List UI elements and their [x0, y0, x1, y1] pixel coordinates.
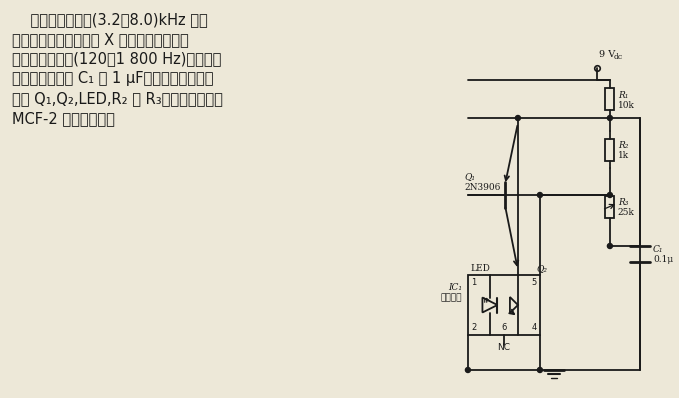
- Text: dc: dc: [614, 53, 623, 61]
- Text: R₂: R₂: [618, 141, 628, 150]
- Text: IC₁: IC₁: [448, 283, 462, 292]
- Circle shape: [515, 115, 520, 121]
- Bar: [606, 88, 614, 110]
- Text: 光隔离器: 光隔离器: [441, 293, 462, 302]
- Text: C₁: C₁: [653, 246, 663, 254]
- Bar: [468, 275, 540, 335]
- Circle shape: [608, 244, 612, 248]
- Text: 6: 6: [501, 323, 507, 332]
- Text: Q₁: Q₁: [465, 172, 476, 181]
- Text: LED: LED: [471, 264, 491, 273]
- Text: 9 V: 9 V: [599, 50, 615, 59]
- Text: 0.1μ: 0.1μ: [653, 256, 673, 265]
- Text: NC: NC: [498, 343, 511, 352]
- Circle shape: [537, 367, 543, 373]
- Text: 5: 5: [532, 278, 537, 287]
- Text: 本电路可以覆盖(3.2～8.0)kHz 的频
率范围。可激励插接在 X 点的扬声器。为了
得到较低的频率(120～1 800 Hz)和较大的
声音，需要改变 C: 本电路可以覆盖(3.2～8.0)kHz 的频 率范围。可激励插接在 X 点的扬声…: [12, 12, 223, 126]
- Text: 25k: 25k: [618, 208, 635, 217]
- Text: R₁: R₁: [618, 90, 628, 100]
- Circle shape: [608, 193, 612, 197]
- Circle shape: [608, 115, 612, 121]
- Circle shape: [537, 193, 543, 197]
- Text: R₃: R₃: [618, 198, 628, 207]
- Bar: [606, 139, 614, 160]
- Circle shape: [465, 367, 471, 373]
- Text: Q₂: Q₂: [537, 264, 548, 273]
- Text: 2: 2: [471, 323, 476, 332]
- Bar: [606, 195, 614, 217]
- Text: 1: 1: [471, 278, 476, 287]
- Text: 4: 4: [532, 323, 537, 332]
- Text: 2N3906: 2N3906: [465, 183, 501, 193]
- Text: 1k: 1k: [618, 151, 629, 160]
- Text: 10k: 10k: [618, 101, 635, 109]
